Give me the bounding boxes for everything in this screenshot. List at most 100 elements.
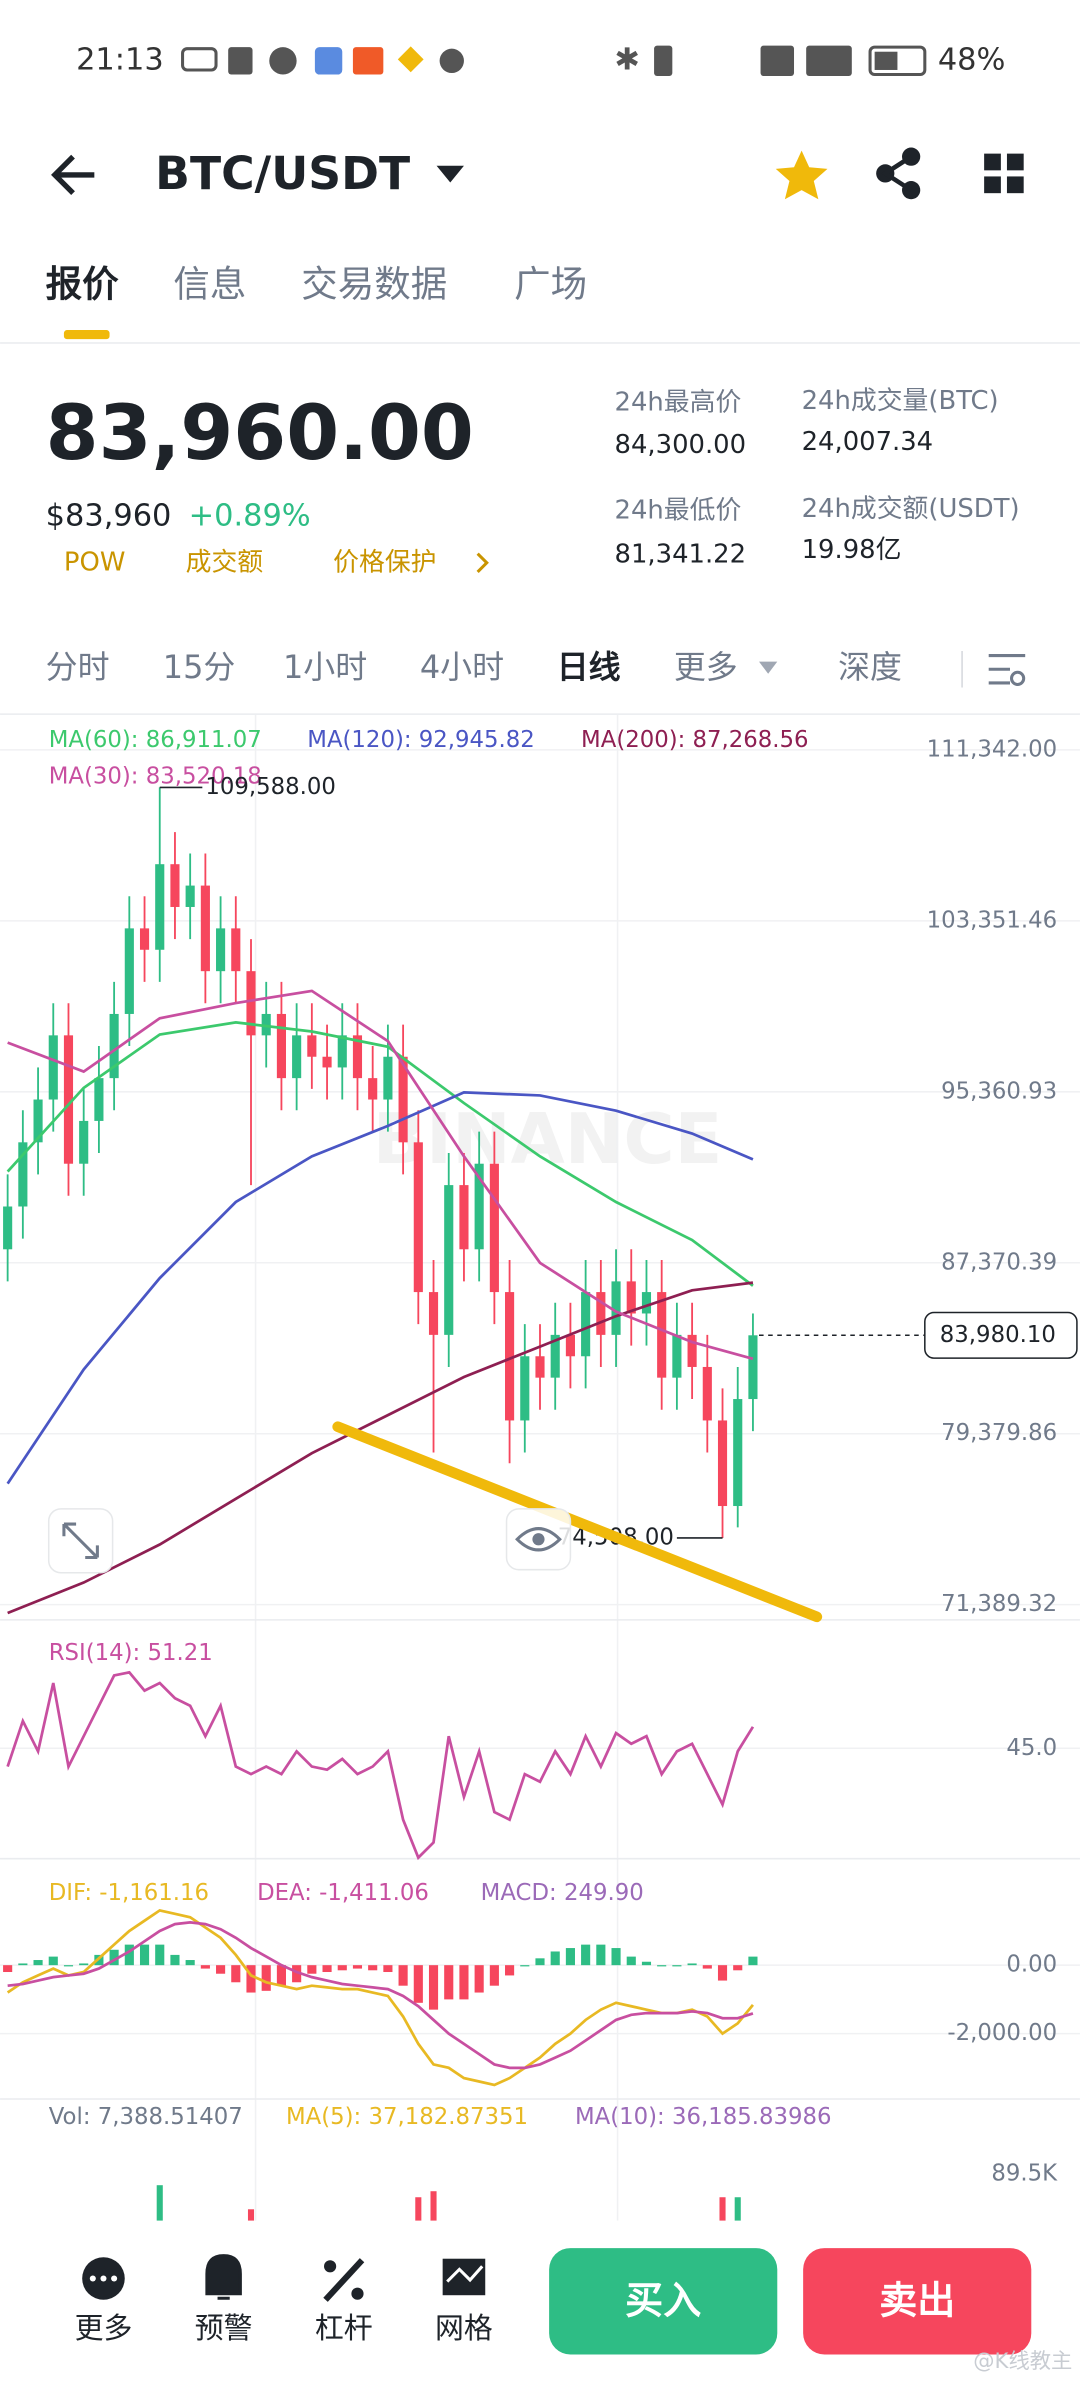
tag[interactable]: 价格保护 <box>333 547 436 577</box>
stat-value: 81,341.22 <box>615 540 747 570</box>
share-button[interactable] <box>876 147 921 200</box>
rsi-legend: RSI(14): 51.21 <box>49 1640 213 1666</box>
macd-bar <box>337 1965 347 1971</box>
line-series <box>6 1670 755 1861</box>
tag[interactable]: POW <box>64 547 125 577</box>
candle-body <box>200 885 210 972</box>
candle-body <box>550 1334 560 1378</box>
macd-legend: DEA: -1,411.06 <box>257 1880 429 1906</box>
macd-bar <box>733 1965 743 1971</box>
status-icons <box>181 45 927 77</box>
last-price-label: 83,980.10 <box>940 1322 1056 1348</box>
candle-body <box>641 1292 652 1314</box>
candle-body <box>109 1013 119 1079</box>
stat-value: 84,300.00 <box>615 430 747 460</box>
macd-bar <box>459 1965 469 2000</box>
symbol-dropdown[interactable] <box>436 165 464 183</box>
tab[interactable]: 交易数据 <box>301 262 447 305</box>
macd-bar <box>170 1954 180 1966</box>
candle-body <box>611 1281 621 1335</box>
macd-bar <box>489 1965 499 1986</box>
symbol-title[interactable]: BTC/USDT <box>155 147 410 200</box>
volume-bar <box>734 2197 741 2221</box>
back-button[interactable] <box>51 154 95 196</box>
y-tick-label: 79,379.86 <box>941 1420 1057 1446</box>
nav-label[interactable]: 网格 <box>435 2311 493 2345</box>
candle-body <box>18 1142 28 1207</box>
buy-button[interactable] <box>549 2248 778 2355</box>
candle-body <box>261 1013 271 1036</box>
volume-legend: MA(10): 36,185.83986 <box>575 2104 832 2130</box>
candle-body <box>155 864 165 950</box>
tab[interactable]: 广场 <box>514 262 587 305</box>
candle-body <box>489 1163 499 1293</box>
macd-bar <box>611 1948 621 1966</box>
interval[interactable]: 深度 <box>838 648 902 686</box>
interval-active[interactable]: 日线 <box>557 648 621 686</box>
battery: 48% <box>938 42 1006 77</box>
y-tick-label: 95,360.93 <box>941 1078 1057 1104</box>
macd-bar <box>322 1965 332 1973</box>
y-tick-label: 0.00 <box>1006 1952 1057 1978</box>
macd-bar <box>261 1965 271 1991</box>
charts: BINANCE 111,342.00 103,351.46 95,360.93 87,3… <box>0 727 1080 2221</box>
ma-legend: MA(200): 87,268.56 <box>581 727 809 753</box>
nav-label[interactable]: 更多 <box>75 2311 133 2345</box>
chart-settings[interactable] <box>988 654 1026 686</box>
chart-watermark: BINANCE <box>373 1099 723 1180</box>
interval[interactable]: 更多 <box>674 648 738 686</box>
interval[interactable]: 1小时 <box>283 648 367 686</box>
tab[interactable]: 报价 <box>46 262 120 305</box>
volume-legend: Vol: 7,388.51407 <box>49 2104 243 2130</box>
macd-bar <box>139 1944 150 1966</box>
tag[interactable]: 成交额 <box>186 547 264 577</box>
line-series <box>7 1921 754 2070</box>
interval[interactable]: 分时 <box>46 648 110 686</box>
volume-bar <box>415 2197 422 2221</box>
macd-bar <box>672 1965 682 1967</box>
volume-bar <box>156 2185 163 2221</box>
stat-value: 19.98亿 <box>802 535 902 565</box>
stat-label: 24h最高价 <box>615 388 742 418</box>
tab[interactable]: 信息 <box>173 262 246 305</box>
macd-bar <box>505 1965 515 1976</box>
divider <box>961 650 963 688</box>
last-price: 83,960.00 <box>46 388 474 477</box>
interval[interactable]: 4小时 <box>420 648 504 686</box>
macd-bar <box>717 1965 728 1981</box>
candle-body <box>322 1056 332 1068</box>
eye-pupil <box>532 1533 545 1546</box>
candle-body <box>702 1366 712 1421</box>
divider <box>0 342 1080 344</box>
stat-value: 24,007.34 <box>802 427 934 457</box>
y-tick-label: 45.0 <box>1006 1735 1057 1761</box>
macd-bar <box>428 1965 439 2010</box>
candle-body <box>565 1334 575 1357</box>
candle-body <box>231 928 241 972</box>
nav-label[interactable]: 杠杆 <box>315 2311 373 2345</box>
watermark: @K线教主 <box>973 2349 1072 2374</box>
sell-button[interactable] <box>803 2248 1032 2355</box>
line-series <box>7 989 754 1361</box>
macd-bar <box>124 1944 134 1966</box>
stat-label: 24h最低价 <box>615 496 742 526</box>
macd-bar <box>596 1944 606 1966</box>
macd-bar <box>626 1956 636 1966</box>
candle-body <box>3 1206 13 1250</box>
volume-bars <box>156 2185 741 2221</box>
interval[interactable]: 15分 <box>163 648 236 686</box>
more-grid[interactable] <box>984 153 1024 194</box>
volume-bar <box>430 2191 437 2221</box>
candle-body <box>383 1056 393 1100</box>
favorite-star[interactable] <box>775 150 828 200</box>
nav-label[interactable]: 预警 <box>195 2311 253 2345</box>
candle-body <box>687 1334 697 1367</box>
macd-bar <box>550 1951 560 1966</box>
candle-body <box>520 1356 530 1421</box>
ma-legend: MA(60): 86,911.07 <box>49 727 262 753</box>
volume-legend: MA(5): 37,182.87351 <box>286 2104 528 2130</box>
macd-bar <box>520 1965 530 1967</box>
line-series <box>6 1091 754 1485</box>
candle-body <box>672 1334 682 1378</box>
candle-body <box>352 1035 363 1079</box>
